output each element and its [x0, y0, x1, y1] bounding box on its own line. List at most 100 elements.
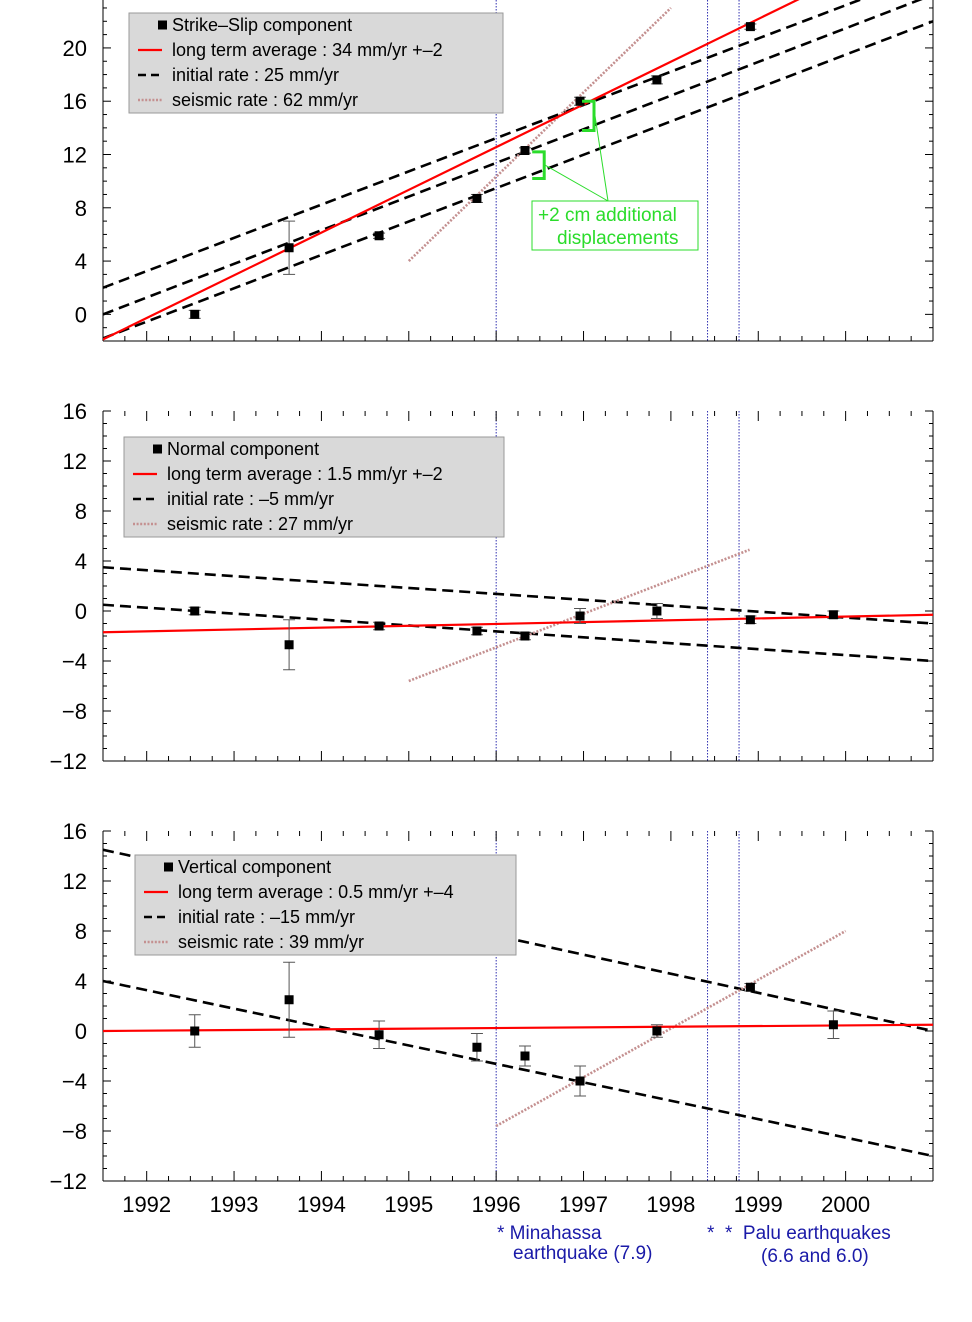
data-point — [190, 309, 200, 319]
x-tick-label: 1996 — [472, 1192, 521, 1217]
long-term-average-line — [103, 613, 933, 634]
x-tick-label: 1999 — [734, 1192, 783, 1217]
data-point — [190, 606, 200, 616]
legend-label-long-term: long term average : 34 mm/yr +–2 — [172, 40, 443, 60]
data-point — [284, 995, 294, 1005]
x-tick-label: 1992 — [122, 1192, 171, 1217]
y-tick-label: 8 — [75, 499, 87, 524]
data-point — [374, 231, 384, 241]
legend-marker-points — [153, 444, 162, 454]
data-point — [828, 1020, 838, 1030]
earthquake-labels: * Minahassa earthquake (7.9) * * Palu ea… — [497, 1223, 891, 1267]
displacement-bracket-1 — [582, 99, 596, 133]
seismic-rate-line — [408, 548, 750, 683]
legend: Normal component long term average : 1.5 … — [123, 436, 505, 538]
plot-content — [103, 0, 933, 341]
y-tick-label: 0 — [75, 1019, 87, 1044]
legend-box — [134, 854, 517, 956]
initial-rate-line-1 — [103, 0, 864, 289]
y-tick-label: 20 — [63, 36, 87, 61]
data-point — [575, 1076, 585, 1086]
y-tick-label: 4 — [75, 969, 87, 994]
data-point — [652, 1026, 662, 1036]
legend-label-points: Strike–Slip component — [172, 15, 352, 35]
legend-marker-points — [164, 862, 173, 872]
legend-box — [128, 12, 504, 114]
seismic-rate-line — [495, 929, 847, 1128]
data-point — [472, 193, 482, 203]
legend-box — [123, 436, 505, 538]
y-tick-label: −8 — [62, 699, 87, 724]
plot-content — [103, 548, 933, 683]
y-tick-label: 8 — [75, 919, 87, 944]
palu-label-line1: * * Palu earthquakes — [707, 1223, 891, 1244]
data-point — [520, 631, 530, 641]
y-tick-label: −8 — [62, 1119, 87, 1144]
y-tick-label: −4 — [62, 649, 87, 674]
displacement-bracket-2 — [532, 150, 546, 180]
data-point — [652, 606, 662, 616]
y-tick-label: −4 — [62, 1069, 87, 1094]
data-point — [284, 243, 294, 253]
data-point — [374, 1030, 384, 1040]
data-point — [284, 640, 294, 650]
data-point — [520, 1051, 530, 1061]
y-tick-label: 16 — [63, 819, 87, 844]
x-tick-label: 1995 — [384, 1192, 433, 1217]
legend-marker-points — [158, 20, 167, 30]
long-term-average-line — [103, 1023, 933, 1033]
x-tick-label: 1994 — [297, 1192, 346, 1217]
data-point — [828, 610, 838, 620]
initial-rate-line-2 — [103, 979, 933, 1158]
y-tick-label: 4 — [75, 549, 87, 574]
annotation-leader-1 — [594, 115, 609, 202]
legend-label-seismic: seismic rate : 39 mm/yr — [178, 932, 364, 952]
legend-label-points: Vertical component — [178, 857, 331, 877]
y-tick-label: −12 — [50, 1169, 87, 1194]
seismic-rate-line — [407, 7, 672, 263]
legend-label-long-term: long term average : 1.5 mm/yr +–2 — [167, 464, 443, 484]
data-point — [520, 146, 530, 156]
data-point — [472, 626, 482, 636]
legend-label-seismic: seismic rate : 62 mm/yr — [172, 90, 358, 110]
x-tick-label: 1997 — [559, 1192, 608, 1217]
legend-label-initial: initial rate : –15 mm/yr — [178, 907, 355, 927]
data-point — [745, 615, 755, 625]
annotation-line2: displacements — [557, 228, 678, 249]
legend-label-seismic: seismic rate : 27 mm/yr — [167, 514, 353, 534]
initial-rate-line-3 — [103, 20, 933, 340]
data-point — [374, 621, 384, 631]
y-tick-label: 4 — [75, 249, 87, 274]
initial-rate-line-1 — [103, 565, 933, 625]
y-tick-label: −12 — [50, 749, 87, 774]
data-point — [190, 1026, 200, 1036]
data-point — [745, 22, 755, 32]
normal-panel: −12 −8 −4 0 4 8 12 16 Normal component long term … — [50, 399, 934, 774]
y-tick-label: 8 — [75, 196, 87, 221]
data-point — [472, 1042, 482, 1052]
data-point — [575, 611, 585, 621]
x-tick-label: 1993 — [210, 1192, 259, 1217]
initial-rate-line-2 — [103, 603, 933, 663]
data-point — [652, 75, 662, 85]
legend-label-long-term: long term average : 0.5 mm/yr +–4 — [178, 882, 454, 902]
data-point — [575, 96, 585, 106]
x-tick-label: 1998 — [646, 1192, 695, 1217]
y-tick-label: 12 — [63, 143, 87, 168]
minahassa-label-line2: earthquake (7.9) — [513, 1243, 652, 1264]
data-point — [745, 982, 755, 992]
y-tick-label: 12 — [63, 449, 87, 474]
x-tick-label: 2000 — [821, 1192, 870, 1217]
y-tick-label: 0 — [75, 302, 87, 327]
legend: Vertical component long term average : 0.… — [134, 854, 517, 956]
legend: Strike–Slip component long term average :… — [128, 12, 504, 114]
palu-label-line2: (6.6 and 6.0) — [761, 1246, 869, 1267]
long-term-average-line — [103, 0, 800, 341]
legend-label-initial: initial rate : 25 mm/yr — [172, 65, 339, 85]
annotation-box — [531, 200, 699, 251]
y-tick-label: 0 — [75, 599, 87, 624]
minahassa-label-line1: * Minahassa — [497, 1223, 602, 1244]
y-tick-label: 16 — [63, 89, 87, 114]
